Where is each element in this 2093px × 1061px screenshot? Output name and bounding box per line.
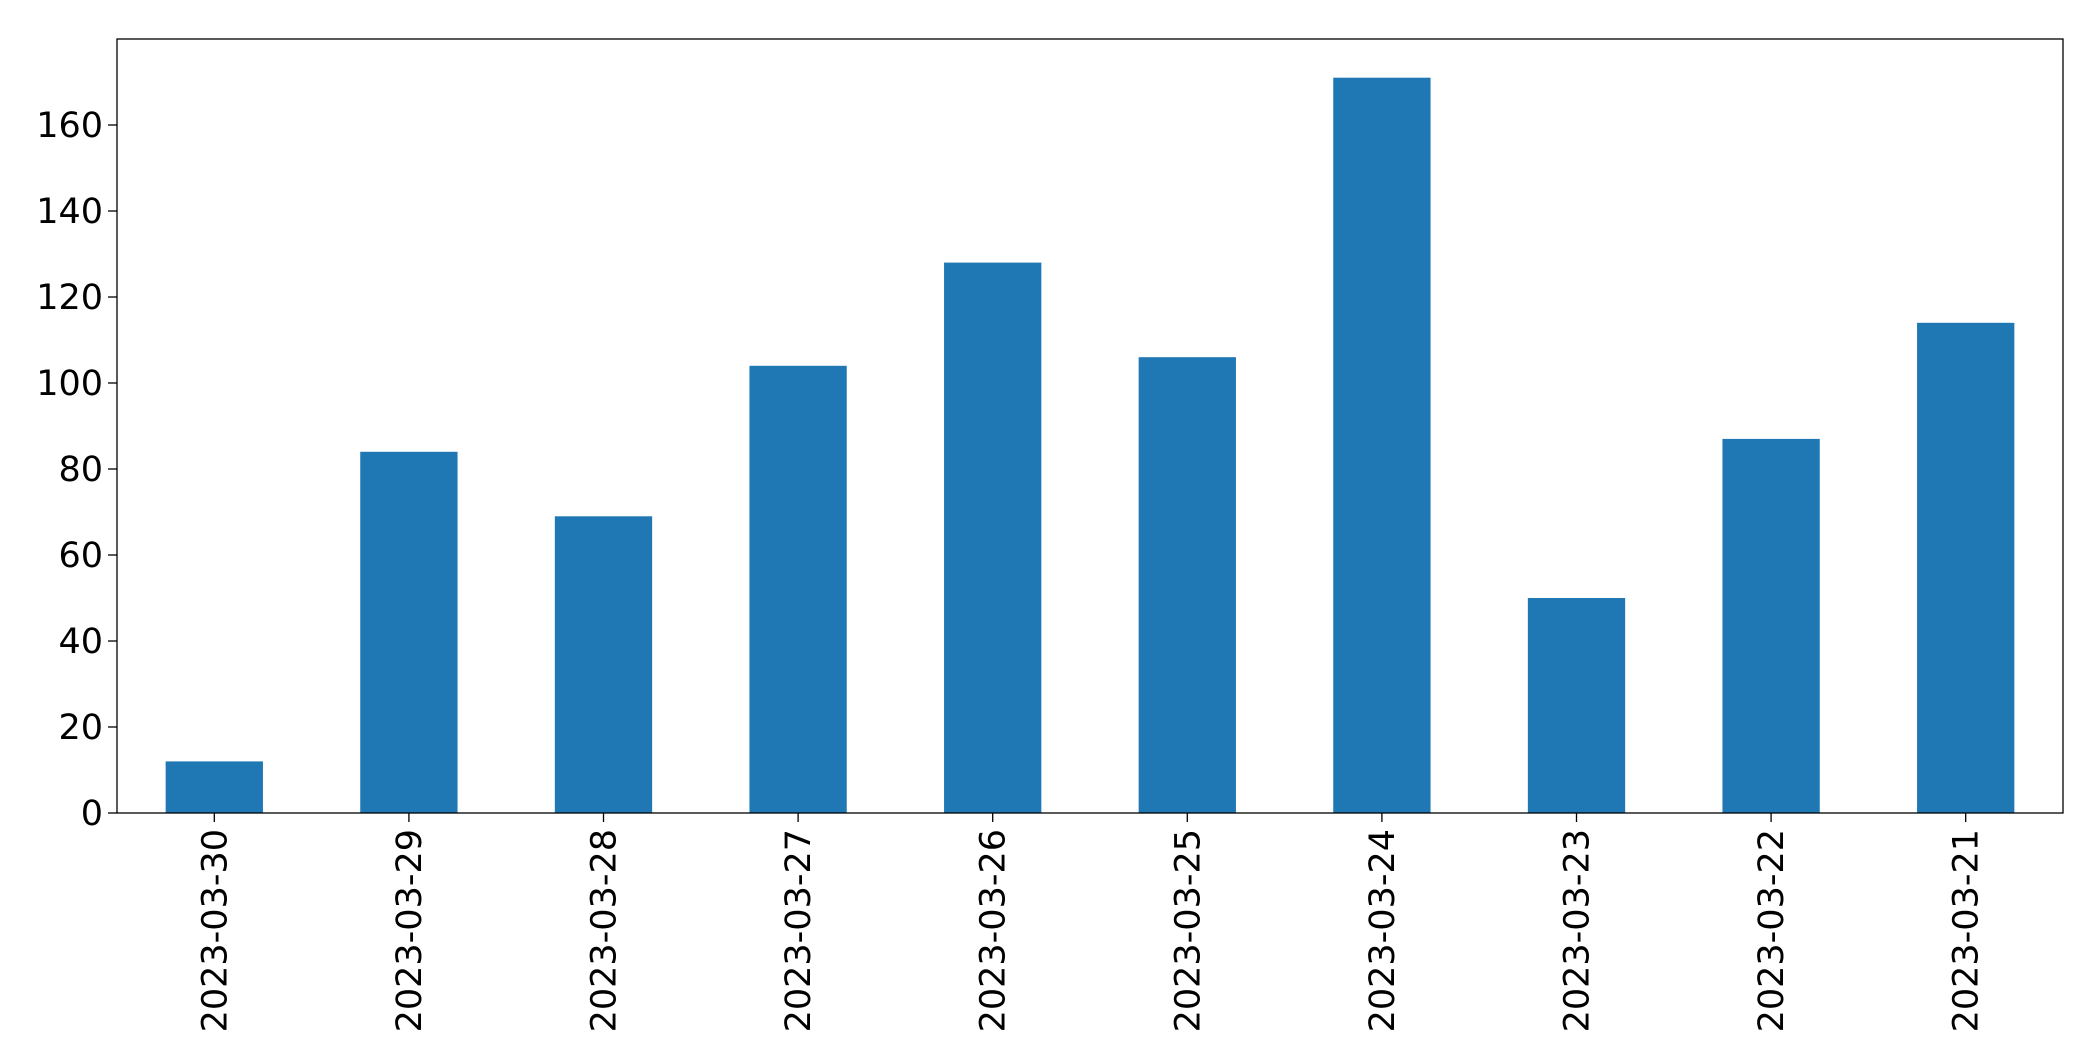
x-tick-label: 2023-03-26: [974, 829, 1014, 1032]
bar: [1722, 438, 1820, 813]
x-tick-label: 2023-03-30: [195, 829, 235, 1032]
bar: [1333, 77, 1431, 813]
bar: [1917, 322, 2015, 813]
y-tick-label: 80: [58, 450, 103, 490]
bar: [360, 451, 458, 813]
plot-frame: [116, 38, 2064, 814]
x-tick-label: 2023-03-27: [779, 829, 819, 1032]
y-tick-label: 60: [58, 536, 103, 576]
x-tick-label: 2023-03-28: [585, 829, 625, 1032]
y-tick-label: 120: [36, 278, 103, 318]
x-tick-label: 2023-03-29: [390, 829, 430, 1032]
y-tick-label: 20: [58, 708, 103, 748]
x-tick-label: 2023-03-23: [1558, 829, 1598, 1032]
x-tick-label: 2023-03-24: [1363, 829, 1403, 1032]
y-tick-label: 160: [36, 106, 103, 146]
bar: [1527, 598, 1626, 813]
bar: [554, 516, 653, 813]
x-tick-label: 2023-03-22: [1752, 829, 1792, 1032]
bar: [165, 761, 263, 813]
y-tick-label: 140: [36, 192, 103, 232]
x-tick-label: 2023-03-21: [1947, 829, 1987, 1032]
y-tick-label: 0: [81, 794, 103, 834]
x-tick-label: 2023-03-25: [1168, 829, 1208, 1032]
bar: [749, 365, 847, 813]
y-tick-label: 40: [58, 622, 103, 662]
bar: [944, 262, 1042, 814]
y-tick-label: 100: [36, 364, 103, 404]
bar: [1138, 357, 1236, 813]
